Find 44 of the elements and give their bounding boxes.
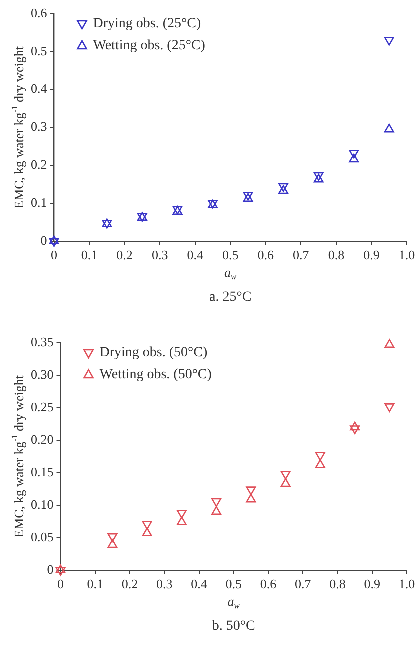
x-tick-label: 0.5: [226, 576, 242, 592]
legend-label: Wetting obs. (25°C): [93, 38, 206, 54]
x-tick-label: 0.1: [87, 576, 104, 592]
y-tick-label: 0.3: [31, 119, 48, 134]
y-tick-label: 0.1: [31, 194, 48, 210]
legend-label: Drying obs. (50°C): [100, 346, 208, 361]
x-tick-label: 0.5: [222, 248, 239, 263]
y-tick-label: 0.30: [31, 366, 54, 382]
y-tick-label: 0.4: [31, 81, 48, 96]
x-tick-label: 0.6: [260, 576, 278, 592]
y-tick-label: 0.15: [31, 464, 54, 480]
y-tick-label: 0.6: [31, 5, 48, 20]
text: a. 25°C: [210, 290, 252, 306]
y-tick-label: 0: [47, 562, 54, 577]
x-tick-label: 0.2: [122, 576, 138, 592]
y-tick-label: 0.05: [31, 529, 54, 544]
x-tick-label: 0.9: [364, 248, 380, 263]
x-tick-label: 0.1: [81, 248, 98, 263]
x-tick-label: 1.0: [398, 576, 416, 592]
x-tick-label: 0.8: [328, 248, 345, 263]
y-tick-label: 0.25: [31, 399, 54, 414]
y-tick-label: 0.35: [31, 334, 54, 350]
x-tick-label: 0.9: [364, 576, 380, 592]
x-tick-label: 1.0: [398, 248, 416, 263]
x-tick-label: 0.6: [258, 248, 275, 263]
x-tick-label: 0.4: [187, 248, 204, 263]
y-tick-label: 0.2: [31, 157, 48, 172]
y-axis-title: EMC, kg water kg-1 dry weight: [10, 375, 26, 538]
x-tick-label: 0.7: [293, 248, 310, 263]
x-tick-label: 0.2: [116, 248, 133, 263]
legend-label: Wetting obs. (50°C): [100, 368, 212, 383]
text: b. 50°C: [212, 619, 256, 634]
legend-label: Drying obs. (25°C): [93, 16, 202, 32]
x-tick-label: 0.4: [191, 576, 208, 592]
x-tick-label: 0.3: [152, 248, 168, 263]
y-tick-label: 0.10: [31, 496, 54, 512]
x-tick-label: 0: [58, 576, 64, 592]
x-tick-label: 0.7: [295, 576, 312, 592]
y-axis-title: EMC, kg water kg-1 dry weight: [10, 46, 26, 209]
y-tick-label: 0.20: [31, 432, 54, 447]
x-tick-label: 0.3: [156, 576, 173, 592]
y-tick-label: 0: [40, 232, 48, 248]
x-tick-label: 0.8: [330, 576, 346, 592]
y-tick-label: 0.5: [31, 43, 48, 58]
